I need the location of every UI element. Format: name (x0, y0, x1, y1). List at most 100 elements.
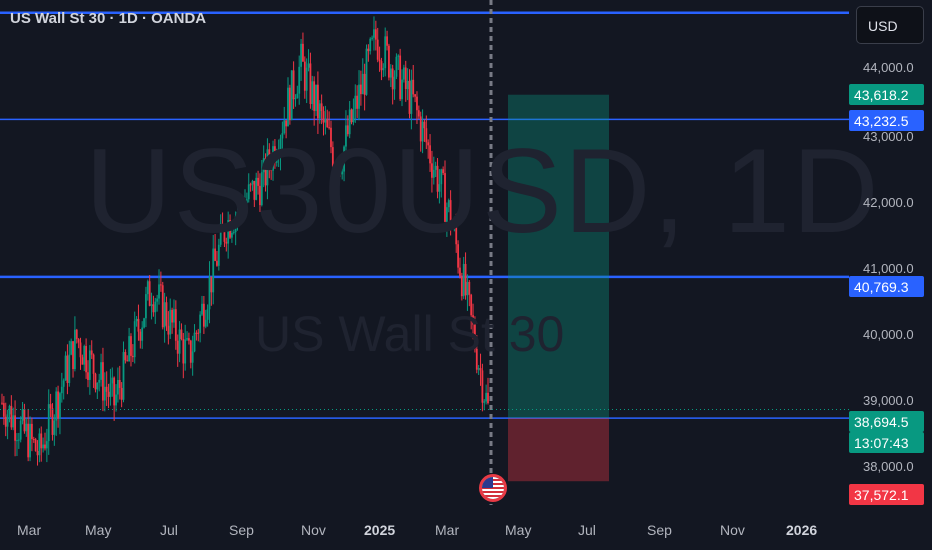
candle-body (57, 391, 59, 419)
candle-body (287, 87, 289, 127)
candle-body (300, 43, 302, 67)
candle-body (251, 180, 254, 185)
candle-body (373, 29, 375, 38)
candle-body (414, 94, 416, 97)
time-axis-label: Nov (301, 522, 326, 538)
candle-body (320, 103, 323, 112)
candle-body (399, 55, 402, 100)
candle-body (66, 355, 69, 384)
candle-body (231, 232, 233, 238)
candle-body (191, 351, 194, 363)
candle-body (197, 332, 200, 334)
candle-body (90, 350, 93, 355)
candle-body (193, 332, 196, 352)
candle-body (227, 220, 230, 244)
candle-body (479, 368, 482, 371)
candle-body (83, 346, 86, 365)
candle-body (367, 48, 370, 52)
candle-body (285, 120, 288, 127)
us-flag-event-icon[interactable] (479, 474, 507, 502)
candle-body (64, 355, 67, 381)
candle-body (487, 392, 489, 404)
candle-body (116, 380, 119, 395)
line-mid-tag: 40,769.3 (849, 276, 924, 297)
candle-body (12, 415, 15, 428)
candle-body (199, 314, 202, 333)
candle-body (167, 325, 170, 335)
candle-body (245, 199, 248, 204)
candle-body (216, 260, 218, 266)
candle-body (438, 184, 441, 192)
candle-body (221, 223, 224, 230)
candle-body (25, 423, 28, 432)
candle-body (92, 354, 95, 374)
candle-body (419, 116, 422, 142)
candle-body (165, 302, 168, 326)
candle-body (242, 207, 245, 215)
time-axis-label: Sep (647, 522, 672, 538)
candle-body (460, 276, 463, 297)
candle-body (81, 357, 84, 365)
candle-body (277, 155, 280, 158)
candle-body (354, 95, 357, 109)
candle-body (42, 444, 45, 449)
candle-body (359, 84, 362, 95)
candle-body (328, 127, 331, 129)
candle-body (391, 68, 394, 90)
candle-body (45, 441, 48, 449)
candle-body (343, 146, 345, 172)
stop-loss-zone (508, 418, 609, 482)
candle-body (365, 48, 368, 95)
candle-body (60, 386, 63, 394)
candle-body (307, 63, 310, 68)
candle-body (178, 329, 181, 354)
candle-body (388, 45, 390, 78)
candle-body (143, 318, 145, 328)
horizontal-lines[interactable] (0, 11, 849, 419)
candle-body (281, 133, 284, 139)
candle-body (184, 339, 187, 364)
candle-body (378, 59, 381, 62)
candle-body (296, 93, 299, 99)
candle-body (432, 169, 435, 178)
currency-button[interactable]: USD (856, 6, 924, 44)
candle-body (341, 171, 344, 175)
candle-body (481, 370, 484, 403)
candle-body (442, 169, 445, 174)
candle-body (290, 70, 293, 121)
candle-body (72, 341, 74, 370)
candle-body (31, 423, 33, 440)
long-position-tool[interactable] (508, 94, 609, 482)
candle-body (27, 423, 30, 458)
candle-body (440, 169, 443, 185)
candle-body (268, 149, 271, 166)
stop-loss-tag: 37,572.1 (849, 484, 924, 505)
candle-body (229, 220, 231, 238)
candle-body (59, 393, 61, 419)
candle-body (219, 223, 222, 245)
candle-body (128, 336, 131, 362)
time-axis-label: 2025 (364, 522, 396, 538)
take-profit-tag: 43,618.2 (849, 84, 924, 105)
candle-body (283, 120, 286, 134)
candle-body (223, 229, 226, 242)
candle-body (475, 348, 478, 370)
candle-body (462, 263, 465, 297)
candle-body (74, 329, 76, 370)
candle-body (131, 355, 134, 358)
candle-body (4, 416, 7, 427)
candle-body (474, 324, 476, 349)
candle-body (105, 386, 108, 392)
candle-body (255, 177, 258, 200)
candle-body (374, 29, 377, 40)
price-axis-label: 39,000.0 (863, 393, 914, 408)
candle-body (202, 303, 205, 327)
candle-body (313, 81, 316, 111)
time-axis-label: Jul (578, 522, 596, 538)
candle-body (455, 224, 458, 245)
candle-body (264, 158, 267, 186)
candle-body (380, 61, 383, 71)
candle-body (466, 281, 469, 296)
candle-body (124, 352, 127, 361)
